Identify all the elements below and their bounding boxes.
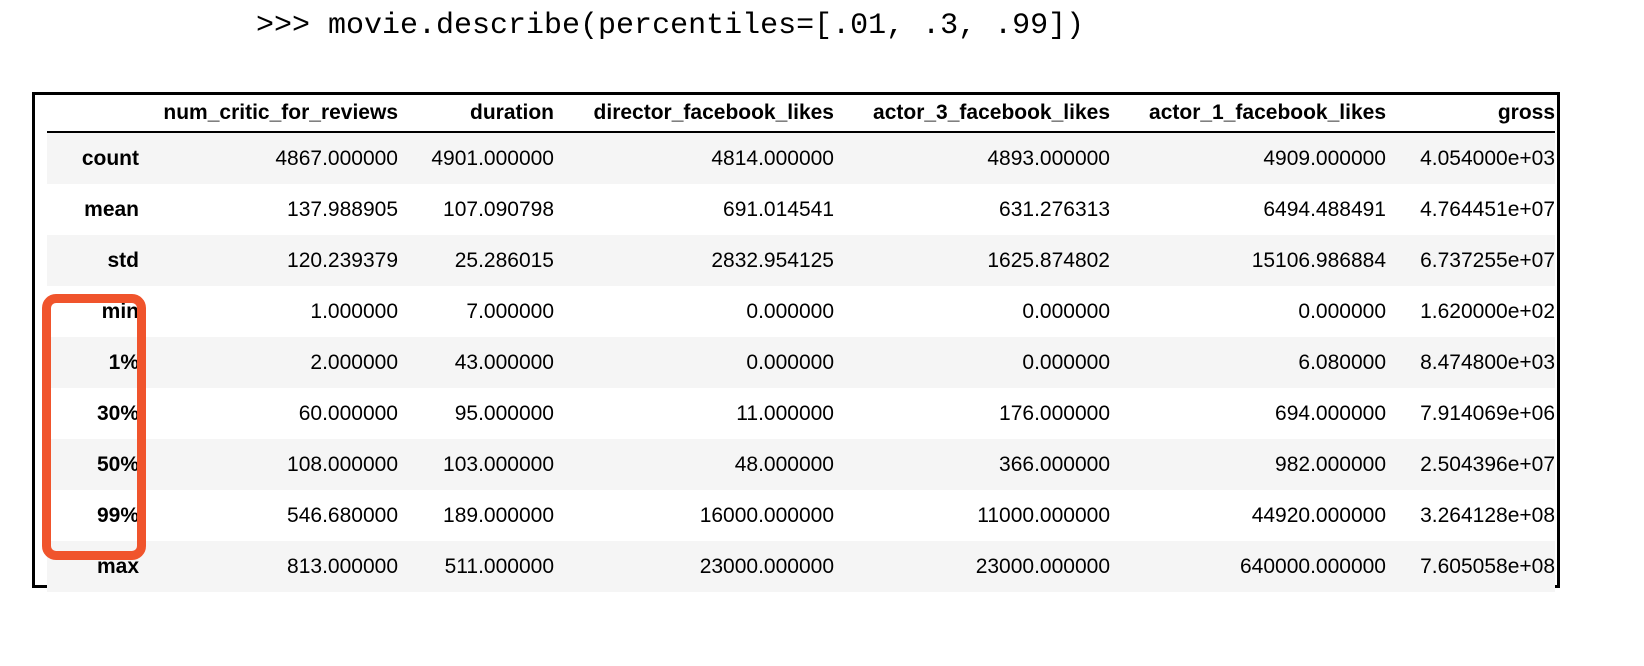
table-cell: 11000.000000 <box>977 503 1110 527</box>
table-row: count 4867.000000 4901.000000 4814.000000 48… <box>47 132 1555 184</box>
row-label: max <box>96 554 139 578</box>
table-cell: 640000.000000 <box>1240 554 1386 578</box>
table-cell: 982.000000 <box>1275 452 1386 476</box>
table-cell: 120.239379 <box>287 248 398 272</box>
table-cell: 3.264128e+08 <box>1420 503 1555 527</box>
row-label: std <box>107 248 140 272</box>
row-label: count <box>81 146 139 170</box>
table-cell: 2.504396e+07 <box>1420 452 1555 476</box>
column-header: num_critic_for_reviews <box>139 95 398 133</box>
table-cell: 7.000000 <box>466 299 554 323</box>
row-label: 99% <box>96 503 139 527</box>
table-cell: 107.090798 <box>443 197 554 221</box>
row-label: 30% <box>96 401 139 425</box>
table-header: num_critic_for_reviews duration director… <box>47 95 1555 133</box>
table-body: count 4867.000000 4901.000000 4814.000000 48… <box>47 132 1555 592</box>
row-label: min <box>101 299 139 323</box>
table-cell: 23000.000000 <box>975 554 1110 578</box>
column-header: actor_3_facebook_likes <box>834 95 1110 133</box>
table-row: mean 137.988905 107.090798 691.014541 631.27… <box>47 184 1555 235</box>
table-cell: 813.000000 <box>287 554 398 578</box>
column-header: duration <box>398 95 554 133</box>
table-cell: 511.000000 <box>444 554 554 578</box>
table-cell: 4814.000000 <box>711 146 834 170</box>
table-cell: 108.000000 <box>287 452 398 476</box>
table-cell: 48.000000 <box>734 452 834 476</box>
table-cell: 631.276313 <box>999 197 1110 221</box>
table-cell: 103.000000 <box>443 452 554 476</box>
table-cell: 2832.954125 <box>711 248 834 272</box>
table-cell: 44920.000000 <box>1251 503 1386 527</box>
row-label: 50% <box>96 452 139 476</box>
table-cell: 1625.874802 <box>987 248 1110 272</box>
table-row: 1% 2.000000 43.000000 0.000000 0.000000 6.080… <box>47 337 1555 388</box>
table-cell: 546.680000 <box>287 503 398 527</box>
row-label: mean <box>84 197 139 221</box>
table-cell: 4.054000e+03 <box>1420 146 1555 170</box>
table-cell: 366.000000 <box>999 452 1110 476</box>
table-cell: 95.000000 <box>454 401 554 425</box>
table-cell: 4.764451e+07 <box>1420 197 1555 221</box>
table-cell: 60.000000 <box>298 401 398 425</box>
table-cell: 0.000000 <box>1022 299 1110 323</box>
table-cell: 0.000000 <box>746 299 834 323</box>
table-cell: 7.914069e+06 <box>1420 401 1555 425</box>
table-cell: 6.737255e+07 <box>1420 248 1555 272</box>
table-cell: 8.474800e+03 <box>1420 350 1555 374</box>
table-cell: 189.000000 <box>443 503 554 527</box>
table-row: max 813.000000 511.000000 23000.000000 23000… <box>47 541 1555 592</box>
header-row: num_critic_for_reviews duration director… <box>47 95 1555 133</box>
table-cell: 25.286015 <box>454 248 554 272</box>
table-cell: 4901.000000 <box>431 146 554 170</box>
table-cell: 2.000000 <box>310 350 398 374</box>
table-cell: 0.000000 <box>1022 350 1110 374</box>
table-row: 50% 108.000000 103.000000 48.000000 366.0000… <box>47 439 1555 490</box>
table-cell: 43.000000 <box>454 350 554 374</box>
table-cell: 691.014541 <box>723 197 834 221</box>
index-header <box>47 95 139 133</box>
describe-output-table: num_critic_for_reviews duration director… <box>32 92 1560 592</box>
column-header: gross <box>1386 95 1555 133</box>
table-cell: 694.000000 <box>1275 401 1386 425</box>
table-cell: 11.000000 <box>736 401 834 425</box>
table-row: std 120.239379 25.286015 2832.954125 1625.87… <box>47 235 1555 286</box>
row-label: 1% <box>108 350 139 374</box>
table-cell: 7.605058e+08 <box>1420 554 1555 578</box>
code-prompt: >>> movie.describe(percentiles=[.01, .3,… <box>256 9 1085 43</box>
table-cell: 176.000000 <box>999 401 1110 425</box>
table-cell: 16000.000000 <box>699 503 834 527</box>
column-header: actor_1_facebook_likes <box>1110 95 1386 133</box>
column-header: director_facebook_likes <box>554 95 834 133</box>
table-cell: 4893.000000 <box>987 146 1110 170</box>
table-cell: 4867.000000 <box>275 146 398 170</box>
table-row: 30% 60.000000 95.000000 11.000000 176.000000… <box>47 388 1555 439</box>
table-cell: 6.080000 <box>1298 350 1386 374</box>
table-cell: 1.620000e+02 <box>1420 299 1555 323</box>
table-cell: 15106.986884 <box>1251 248 1386 272</box>
dataframe-table: num_critic_for_reviews duration director… <box>47 95 1555 592</box>
table-cell: 23000.000000 <box>699 554 834 578</box>
table-cell: 4909.000000 <box>1263 146 1386 170</box>
table-cell: 1.000000 <box>310 299 398 323</box>
table-row: min 1.000000 7.000000 0.000000 0.000000 0.000… <box>47 286 1555 337</box>
table-cell: 137.988905 <box>287 197 398 221</box>
table-cell: 6494.488491 <box>1263 197 1386 221</box>
table-cell: 0.000000 <box>746 350 834 374</box>
table-cell: 0.000000 <box>1298 299 1386 323</box>
table-row: 99% 546.680000 189.000000 16000.000000 11000… <box>47 490 1555 541</box>
